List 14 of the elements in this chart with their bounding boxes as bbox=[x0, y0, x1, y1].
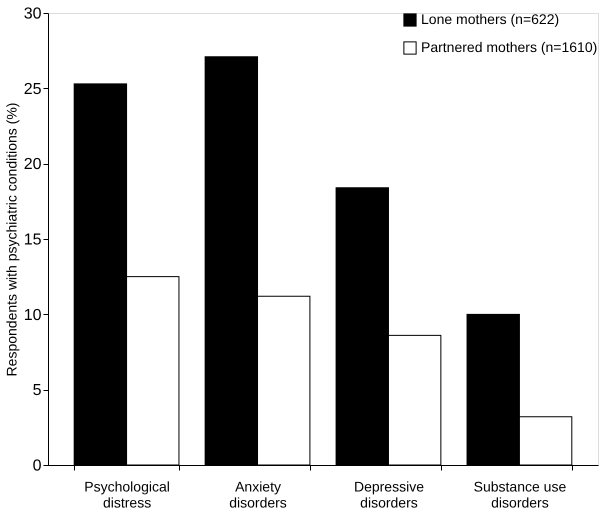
y-tick-label: 20 bbox=[24, 156, 42, 174]
x-tick-label: Substance use disorders bbox=[474, 478, 566, 510]
y-tick-label: 30 bbox=[24, 6, 42, 22]
y-tick-label: 10 bbox=[24, 306, 42, 324]
legend-label: Lone mothers (n=622) bbox=[421, 11, 560, 27]
y-tick-label: 25 bbox=[24, 80, 42, 98]
y-tick-label: 15 bbox=[24, 232, 42, 248]
y-tick-label: 5 bbox=[32, 382, 42, 400]
y-tick-label: 0 bbox=[32, 458, 42, 474]
legend-label: Partnered mothers (n=1610) bbox=[421, 39, 598, 55]
x-tick-label: Depressive disorders bbox=[354, 478, 424, 510]
x-tick-label: Psychological distress bbox=[84, 478, 170, 510]
y-axis-title: Respondents with psychiatric conditions (%) bbox=[4, 102, 20, 376]
x-tick-label: Anxiety disorders bbox=[229, 478, 287, 510]
